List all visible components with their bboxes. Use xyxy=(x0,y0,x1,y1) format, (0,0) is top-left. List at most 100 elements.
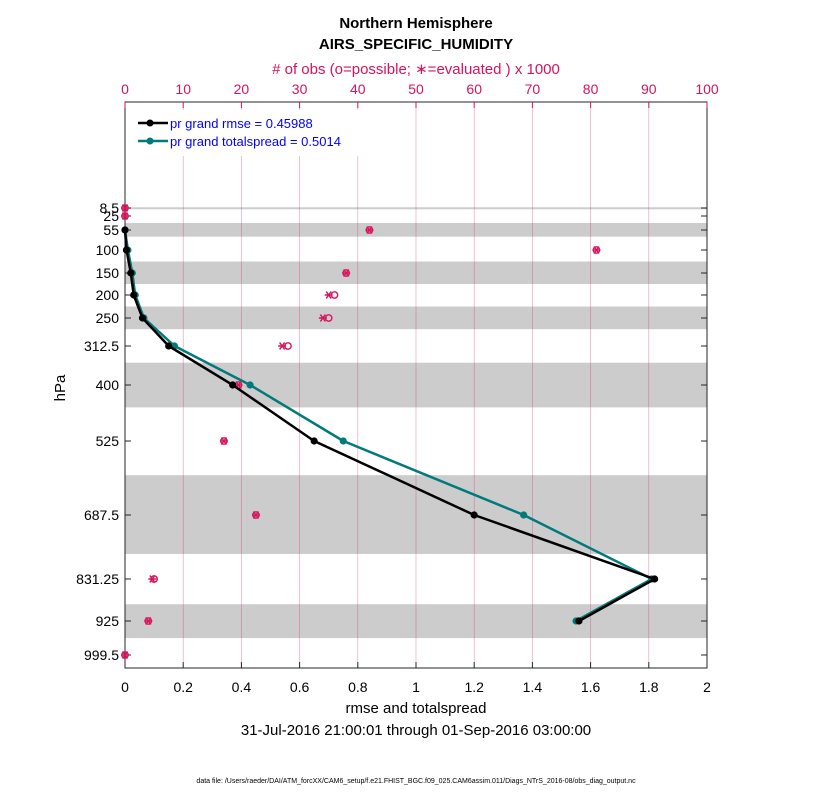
obs-evaluated-marker xyxy=(342,269,351,277)
top-tick-label: 20 xyxy=(234,81,250,97)
legend-rmse-label: pr grand rmse = 0.45988 xyxy=(170,116,313,131)
obs-evaluated-marker xyxy=(219,437,228,445)
y-tick-label: 150 xyxy=(96,265,120,281)
top-tick-label: 100 xyxy=(695,81,719,97)
top-tick-label: 30 xyxy=(292,81,308,97)
obs-evaluated-marker xyxy=(144,617,153,625)
obs-evaluated-marker xyxy=(148,575,157,583)
top-tick-label: 0 xyxy=(121,81,129,97)
y-axis-label: hPa xyxy=(52,374,69,401)
obs-evaluated-marker xyxy=(121,204,129,212)
y-tick-label: 831.25 xyxy=(76,571,119,587)
series-point xyxy=(127,269,135,277)
series-point xyxy=(575,617,583,625)
top-tick-label: 90 xyxy=(641,81,657,97)
x-tick-label: 1.4 xyxy=(523,679,543,695)
chart-title: Northern Hemisphere xyxy=(339,15,492,32)
series-point xyxy=(138,314,147,322)
x-tick-label: 0.8 xyxy=(348,679,368,695)
level-band xyxy=(125,604,707,639)
obs-evaluated-stroke xyxy=(220,437,228,445)
top-tick-label: 60 xyxy=(466,81,482,97)
legend-spread-marker xyxy=(146,137,154,145)
series-point xyxy=(130,291,138,299)
obs-evaluated-marker xyxy=(251,511,260,519)
top-axis: 0 10 20 30 40 50 60 70 80 90 100 xyxy=(121,81,719,108)
y-tick-label: 200 xyxy=(96,287,120,303)
obs-evaluated-stroke xyxy=(121,212,129,220)
y-tick-label: 100 xyxy=(96,242,120,258)
chart-subtitle: AIRS_SPECIFIC_HUMIDITY xyxy=(319,36,513,53)
obs-evaluated-stroke xyxy=(319,314,326,322)
y-tick-label: 925 xyxy=(96,613,120,629)
obs-evaluated-marker xyxy=(324,291,333,299)
y-tick-label: 687.5 xyxy=(84,507,119,523)
series-lines xyxy=(121,226,659,625)
x-tick-label: 0 xyxy=(121,679,129,695)
y-tick-label: 999.5 xyxy=(84,647,119,663)
series-point xyxy=(165,342,173,350)
obs-evaluated-marker xyxy=(365,226,374,234)
x-tick-label: 1.2 xyxy=(464,679,484,695)
series-point xyxy=(520,511,528,519)
level-band xyxy=(125,207,707,210)
y-tick-label: 25 xyxy=(103,208,119,224)
x-tick-label: 0.4 xyxy=(232,679,252,695)
obs-evaluated-stroke xyxy=(145,617,152,625)
grid-lines xyxy=(182,102,650,668)
y-tick-label: 8.5 xyxy=(100,200,120,216)
obs-evaluated-stroke xyxy=(121,204,129,212)
x-axis-label: rmse and totalspread xyxy=(346,700,487,717)
level-band xyxy=(125,306,707,330)
y-tick-label: 525 xyxy=(96,433,120,449)
x-tick-label: 1.8 xyxy=(639,679,659,695)
series-line xyxy=(123,229,656,623)
obs-evaluated-stroke xyxy=(149,575,156,583)
series-point xyxy=(246,381,254,389)
obs-evaluated-marker xyxy=(278,342,287,350)
series-point xyxy=(122,246,131,254)
obs-evaluated-stroke xyxy=(279,342,286,350)
x-tick-label: 2 xyxy=(703,679,711,695)
y-tick-label: 250 xyxy=(96,310,120,326)
top-tick-label: 10 xyxy=(175,81,191,97)
obs-evaluated-stroke xyxy=(593,246,600,254)
level-band xyxy=(125,223,707,237)
legend-box xyxy=(132,110,366,156)
series-line xyxy=(123,229,653,623)
legend-spread-label: pr grand totalspread = 0.5014 xyxy=(170,134,341,149)
obs-count-markers xyxy=(121,204,601,659)
legend: pr grand rmse = 0.45988 pr grand totalsp… xyxy=(132,110,366,156)
top-tick-label: 40 xyxy=(350,81,366,97)
data-file-footer: data file: /Users/raeder/DAI/ATM_forcXX/… xyxy=(196,778,636,785)
top-tick-label: 70 xyxy=(525,81,541,97)
y-tick-label: 400 xyxy=(96,377,120,393)
obs-evaluated-marker xyxy=(121,212,129,220)
series-point xyxy=(310,437,318,445)
series-point xyxy=(470,511,478,519)
obs-evaluated-stroke xyxy=(343,269,350,277)
obs-evaluated-stroke xyxy=(325,291,332,299)
x-tick-label: 1 xyxy=(412,679,420,695)
top-axis-label: # of obs (o=possible; ∗=evaluated ) x 10… xyxy=(272,61,560,78)
obs-evaluated-marker xyxy=(318,314,327,322)
legend-rmse-marker xyxy=(146,119,154,127)
x-tick-label: 1.6 xyxy=(581,679,601,695)
obs-evaluated-marker xyxy=(592,246,601,254)
obs-evaluated-stroke xyxy=(121,651,129,659)
series-point xyxy=(121,226,129,234)
series-point xyxy=(229,381,237,389)
y-tick-label: 55 xyxy=(103,222,119,238)
x-tick-label: 0.2 xyxy=(173,679,193,695)
y-tick-label: 312.5 xyxy=(84,338,119,354)
series-point xyxy=(339,437,347,445)
date-range: 31-Jul-2016 21:00:01 through 01-Sep-2016… xyxy=(241,722,591,739)
x-tick-label: 0.6 xyxy=(290,679,310,695)
obs-evaluated-stroke xyxy=(366,226,373,234)
bottom-axis: 0 0.2 0.4 0.6 0.8 1 1.2 1.4 1.6 1.8 2 xyxy=(121,662,711,695)
obs-evaluated-marker xyxy=(121,651,129,659)
top-tick-label: 80 xyxy=(583,81,599,97)
obs-evaluated-stroke xyxy=(252,511,260,519)
